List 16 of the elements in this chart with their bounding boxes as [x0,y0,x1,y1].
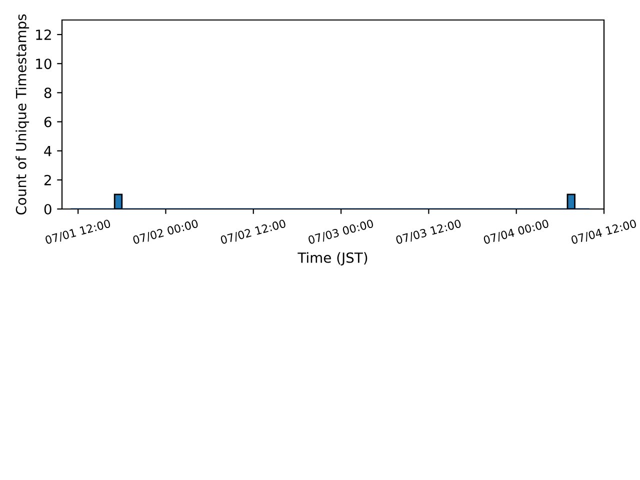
x-axis-title: Time (JST) [298,252,368,266]
y-tick-label: 12 [36,30,51,40]
x-tick-label: 07/03 12:00 [395,219,462,246]
y-tick-label: 6 [44,116,52,128]
x-tick-label: 07/02 00:00 [132,219,199,246]
y-tick-label: 2 [44,174,51,186]
y-tick-label: 10 [36,58,52,70]
x-tick-label: 07/01 12:00 [44,219,112,246]
x-tick-label: 07/02 12:00 [220,219,286,246]
y-axis-title: Count of Unique Timestamps [16,14,30,215]
x-tick-label: 07/04 00:00 [483,219,550,246]
y-tick-label: 4 [44,146,52,156]
x-tick-label: 07/04 12:00 [570,219,637,246]
y-tick-label: 0 [44,204,52,214]
x-tick-label: 07/03 00:00 [308,219,374,246]
y-tick-label: 8 [44,88,52,98]
